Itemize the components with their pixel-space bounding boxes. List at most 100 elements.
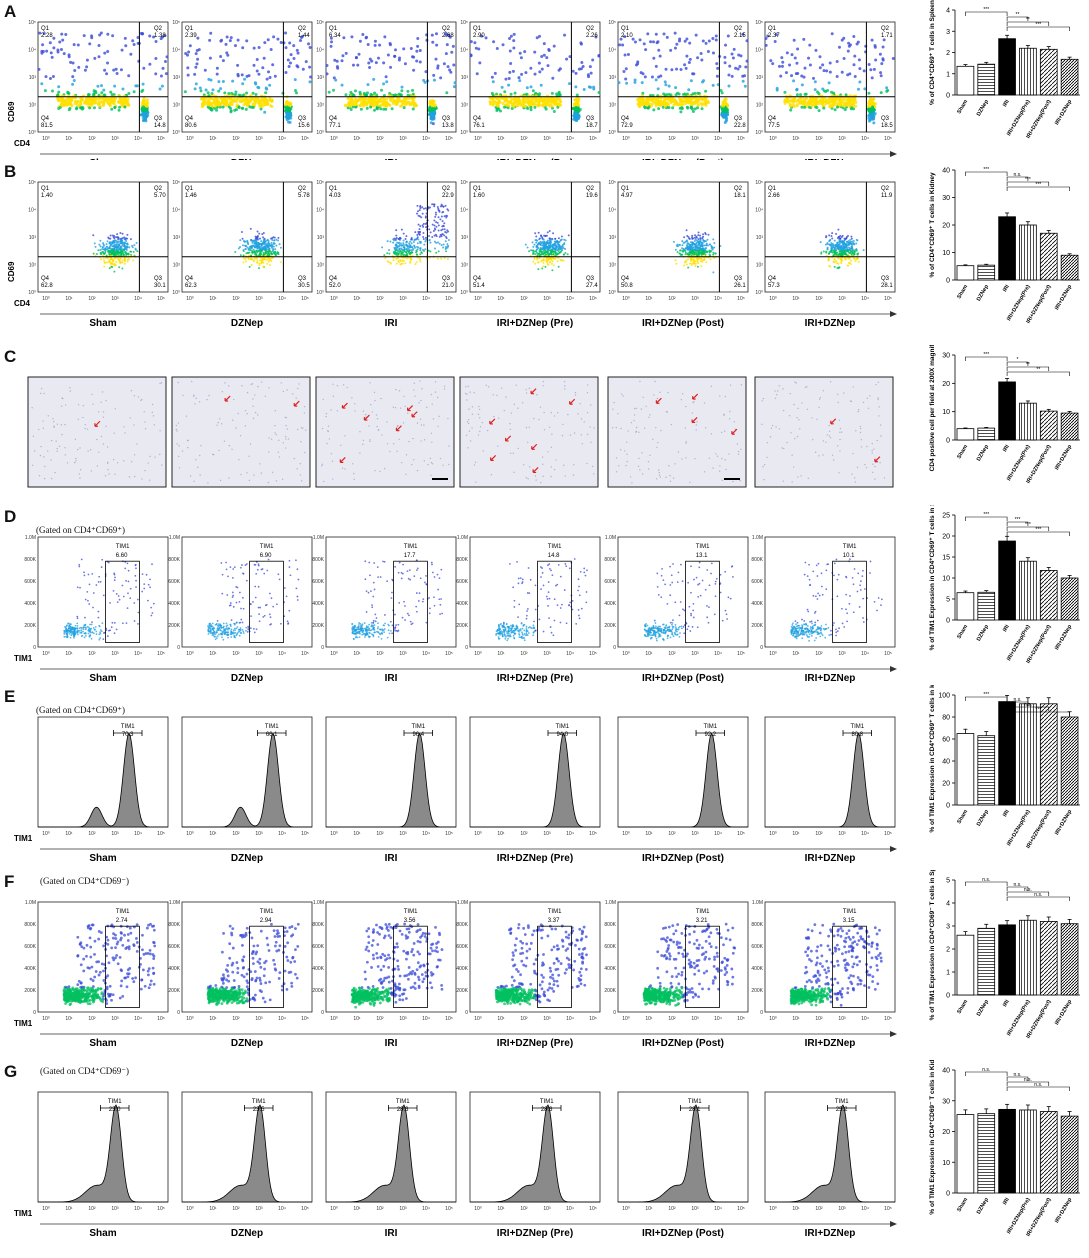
plot-5: 10⁰ 10¹ 10² 10³ 10⁴ 10⁵ TIM1 28.1	[617, 1091, 749, 1212]
x-tick-label: 10⁵	[737, 1016, 745, 1022]
panel-letter: A	[4, 2, 17, 21]
panel-letter: F	[4, 872, 15, 891]
y-tick-label: 400K	[24, 966, 36, 972]
x-tick-label: 10⁰	[474, 296, 482, 302]
micrograph	[171, 376, 311, 488]
significance-label: n.s.	[982, 877, 990, 883]
red-arrow-icon	[293, 400, 300, 407]
significance-label: n.s.	[1034, 892, 1042, 898]
significance-bracket	[965, 171, 1008, 176]
gate-box	[685, 925, 720, 1009]
y-tick-label: 0	[613, 645, 616, 651]
condition-label: IRI+DZNep (Pre)	[497, 673, 573, 684]
gate-name: TIM1	[121, 724, 135, 730]
quadrant-value: 5.78	[298, 193, 310, 199]
histogram-curve	[765, 732, 895, 828]
condition-label: IRI+DZNep	[805, 853, 856, 864]
x-tick-label: 10³	[111, 1206, 119, 1212]
panel-letter: D	[4, 507, 17, 526]
y-tick-label: 200K	[312, 988, 324, 994]
x-tick-label: 10²	[668, 651, 676, 657]
condition-label: DZNep	[231, 1038, 263, 1049]
x-tick-label: 10⁵	[884, 136, 892, 142]
x-tick-label: 10²	[232, 136, 240, 142]
x-tick-label: 10⁵	[737, 651, 745, 657]
bar-y-tick: 4	[946, 901, 950, 908]
x-tick-label: 10³	[399, 136, 407, 142]
bar	[1060, 716, 1079, 806]
plot-6: 10⁰ 10² 10³ 10⁴ 10⁵ 10⁰ 10¹ 10² 10³ 10⁴ 10⁵ Q12.66 Q…	[755, 180, 896, 302]
x-tick-label: 10⁴	[861, 296, 869, 302]
x-tick-label: 10⁴	[861, 1206, 869, 1212]
quadrant-value: 18.7	[586, 123, 598, 129]
y-tick-label: 10³	[609, 75, 617, 81]
x-tick-label: 10⁰	[42, 136, 50, 142]
histogram-curve	[326, 732, 456, 828]
histogram-curve	[618, 732, 748, 828]
bar	[1039, 570, 1058, 621]
plot-6: 10⁰ 10¹ 10² 10³ 10⁴ 10⁵ TIM1 25.2	[764, 1091, 896, 1212]
quadrant-value: 2.90	[473, 33, 485, 39]
bar	[1039, 921, 1058, 996]
quadrant-name: Q2	[881, 26, 890, 32]
y-tick-label: 10⁵	[608, 20, 616, 26]
x-tick-label: 10²	[520, 296, 528, 302]
plot-3: 0 200K 400K 600K 800K 1.0M 10⁰ 10¹ 10² 10³ 10⁴ 10⁵ T…	[312, 535, 457, 657]
x-tick-label: 10⁵	[884, 296, 892, 302]
x-tick-label: 10¹	[645, 1206, 653, 1212]
bar-chart-c: CD4 positive cell per field at 200X magn…	[929, 345, 1080, 485]
gate-name: TIM1	[548, 544, 562, 550]
y-tick-label: 800K	[168, 922, 180, 928]
x-tick-label: 10²	[520, 651, 528, 657]
bar-y-tick: 40	[942, 1068, 950, 1075]
y-tick-label: 1.0M	[457, 535, 468, 541]
x-tick-label: 10³	[399, 296, 407, 302]
gate-value: 2.74	[116, 918, 128, 924]
y-tick-label: 10⁵	[755, 20, 763, 26]
x-tick-label: 10¹	[353, 831, 361, 837]
quadrant-value: 51.4	[473, 283, 485, 289]
red-arrow-icon	[731, 428, 738, 435]
y-tick-label: 10⁰	[755, 130, 763, 136]
quadrant-name: Q2	[298, 186, 307, 192]
bar-y-tick: 40	[942, 168, 950, 175]
condition-label: IRI+DZNep	[805, 1038, 856, 1049]
condition-label: IRI	[385, 853, 398, 864]
y-tick-label: 1.0M	[169, 535, 180, 541]
x-tick-label: 10³	[691, 831, 699, 837]
gate-value: 23.5	[253, 1107, 265, 1113]
x-tick-label: 10⁴	[278, 1206, 286, 1212]
bar	[1019, 703, 1037, 806]
significance-label: ***	[1035, 22, 1041, 28]
quadrant-name: Q1	[473, 26, 482, 32]
x-tick-label: 10⁴	[714, 831, 722, 837]
bar	[1019, 224, 1037, 281]
significance-label: n.s.	[1024, 887, 1032, 893]
quadrant-value: 14.8	[154, 123, 166, 129]
red-arrow-icon	[532, 466, 539, 474]
x-tick-label: 10²	[668, 831, 676, 837]
gate-value: 25.2	[836, 1107, 848, 1113]
bar-category-label: IRI+DZNep	[1054, 98, 1073, 126]
x-tick-label: 10²	[520, 136, 528, 142]
x-tick-label: 10¹	[65, 831, 73, 837]
gate-value: 92.2	[704, 732, 716, 738]
bar-category-label: DZNep	[976, 623, 990, 642]
micrograph	[459, 376, 599, 488]
significance-label: ***	[1025, 177, 1031, 183]
quadrant-value: 76.1	[473, 123, 485, 129]
bar	[977, 63, 996, 96]
plot-4: 10⁰ 10¹ 10² 10³ 10⁴ 10⁵ TIM1 28.3	[469, 1091, 601, 1212]
y-tick-label: 0	[465, 645, 468, 651]
bar-y-label: % of TIM1 Expression in CD4⁺CD69⁻ T cell…	[929, 1060, 936, 1215]
y-tick-label: 800K	[456, 557, 468, 563]
condition-label: Sham	[89, 318, 116, 329]
condition-label: Sham	[89, 1228, 116, 1239]
quadrant-name: Q3	[734, 276, 743, 282]
x-tick-label: 10³	[543, 651, 551, 657]
quadrant-value: 11.9	[881, 193, 893, 199]
y-tick-label: 400K	[312, 601, 324, 607]
x-tick-label: 10³	[691, 1016, 699, 1022]
bar-category-label: IRI+DZNep	[1054, 283, 1073, 311]
